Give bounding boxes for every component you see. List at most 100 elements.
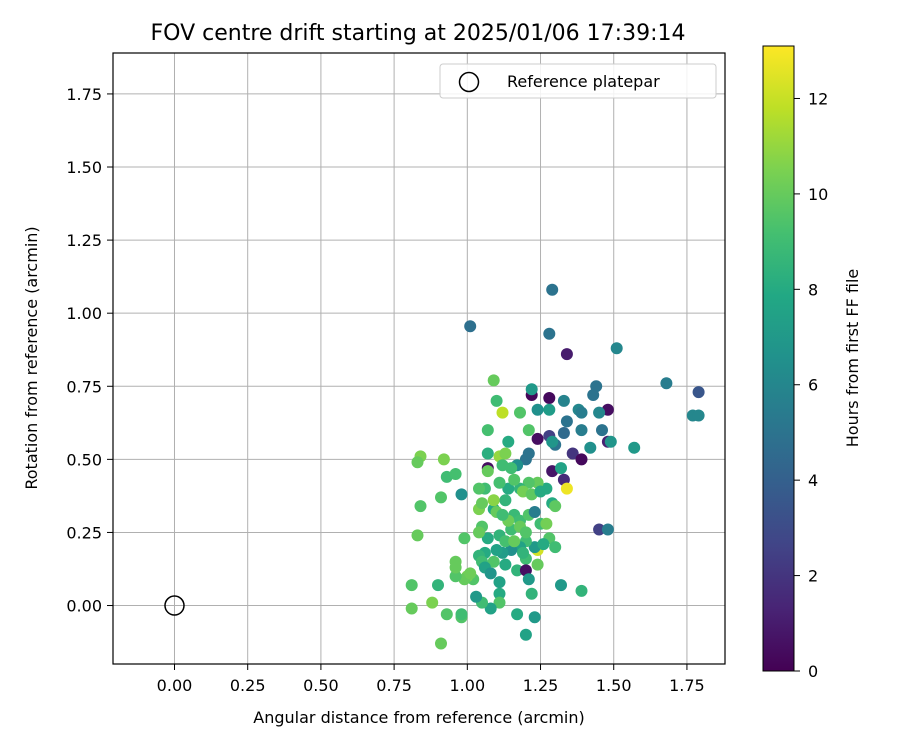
- colorbar-tick-label: 8: [808, 280, 818, 299]
- data-point: [437, 453, 450, 466]
- data-point: [499, 494, 512, 507]
- y-tick-label: 1.25: [66, 231, 102, 250]
- colorbar-tick-label: 4: [808, 471, 818, 490]
- data-point: [508, 535, 521, 548]
- data-point: [464, 320, 477, 333]
- data-point: [411, 529, 424, 542]
- data-point: [405, 602, 418, 615]
- data-point: [505, 462, 518, 475]
- data-point: [604, 435, 617, 448]
- colorbar-tick-label: 2: [808, 567, 818, 586]
- colorbar-tick-label: 6: [808, 376, 818, 395]
- colorbar-tick-label: 0: [808, 662, 818, 681]
- data-point: [537, 538, 550, 551]
- data-point: [528, 506, 541, 518]
- data-point: [514, 406, 526, 419]
- colorbar-ticks: 0 2 4 6 8 10 12: [794, 89, 828, 681]
- data-point: [481, 424, 494, 437]
- data-point: [557, 394, 570, 407]
- data-point: [464, 567, 477, 580]
- data-point: [593, 406, 606, 419]
- data-point: [511, 564, 524, 577]
- data-point: [508, 473, 521, 486]
- data-point: [449, 468, 462, 480]
- data-point: [531, 432, 544, 445]
- data-point: [476, 497, 488, 510]
- data-point: [543, 327, 556, 340]
- x-tick-label: 0.25: [230, 676, 266, 695]
- data-point: [481, 532, 494, 545]
- data-point: [519, 526, 532, 539]
- y-tick-label: 1.50: [66, 158, 102, 177]
- data-point: [610, 342, 623, 355]
- data-point: [587, 389, 600, 401]
- data-point: [490, 394, 503, 407]
- x-tick-label: 0.00: [157, 676, 193, 695]
- x-tick-label: 1.00: [450, 676, 486, 695]
- plot-area: 0.00 0.25 0.50 0.75 1.00 1.25 1.50 1.75 0.00 0.2…: [66, 52, 726, 695]
- data-point: [499, 535, 512, 548]
- x-axis-ticks: 0.00 0.25 0.50 0.75 1.00 1.25 1.50 1.75: [157, 664, 705, 695]
- data-point: [525, 587, 538, 600]
- data-point: [531, 403, 544, 416]
- data-point: [440, 608, 453, 621]
- data-point: [560, 348, 573, 361]
- data-point: [522, 476, 535, 489]
- y-tick-label: 0.25: [66, 523, 102, 542]
- data-point: [435, 637, 447, 650]
- x-tick-label: 0.50: [303, 676, 339, 695]
- data-point: [517, 546, 529, 559]
- data-point: [566, 447, 579, 460]
- y-tick-label: 1.75: [66, 85, 102, 104]
- colorbar-gradient: [762, 45, 795, 672]
- plot-frame: [112, 52, 726, 665]
- data-point: [549, 500, 562, 513]
- legend-marker: [458, 71, 480, 93]
- data-point: [519, 453, 532, 466]
- data-point: [525, 383, 538, 396]
- data-point: [549, 541, 562, 554]
- data-point: [405, 579, 418, 592]
- data-point: [499, 447, 512, 460]
- data-point: [555, 462, 567, 475]
- data-point: [426, 596, 439, 609]
- data-point: [543, 392, 556, 404]
- data-point: [432, 579, 444, 592]
- data-point: [481, 465, 494, 478]
- legend-box: [439, 63, 717, 99]
- data-point: [502, 435, 515, 448]
- data-point: [493, 476, 506, 489]
- data-point: [496, 406, 509, 419]
- legend: Reference platepar: [439, 63, 717, 99]
- data-point: [555, 579, 567, 592]
- data-point: [493, 596, 506, 609]
- data-point: [470, 590, 483, 603]
- data-point: [560, 482, 573, 495]
- data-point: [531, 558, 544, 571]
- data-point: [522, 573, 535, 586]
- data-point: [496, 508, 509, 521]
- data-point: [490, 544, 503, 556]
- data-point: [596, 424, 608, 437]
- data-point: [601, 523, 614, 536]
- data-point: [519, 628, 532, 641]
- y-axis-label: Rotation from reference (arcmin): [22, 226, 41, 489]
- x-tick-label: 1.50: [596, 676, 632, 695]
- data-point: [502, 482, 515, 495]
- y-tick-label: 0.50: [66, 450, 102, 469]
- data-point: [455, 488, 468, 501]
- data-point: [473, 482, 485, 495]
- data-point: [522, 424, 535, 437]
- data-point: [511, 608, 524, 621]
- data-point: [435, 491, 447, 504]
- y-tick-label: 0.00: [66, 597, 102, 616]
- data-point: [546, 283, 559, 296]
- x-axis-label: Angular distance from reference (arcmin): [253, 708, 584, 727]
- data-point: [584, 441, 597, 454]
- data-point: [543, 403, 556, 416]
- data-point: [692, 409, 705, 422]
- colorbar-tick-label: 12: [808, 89, 828, 108]
- data-point: [449, 555, 462, 568]
- legend-label: Reference platepar: [507, 72, 660, 91]
